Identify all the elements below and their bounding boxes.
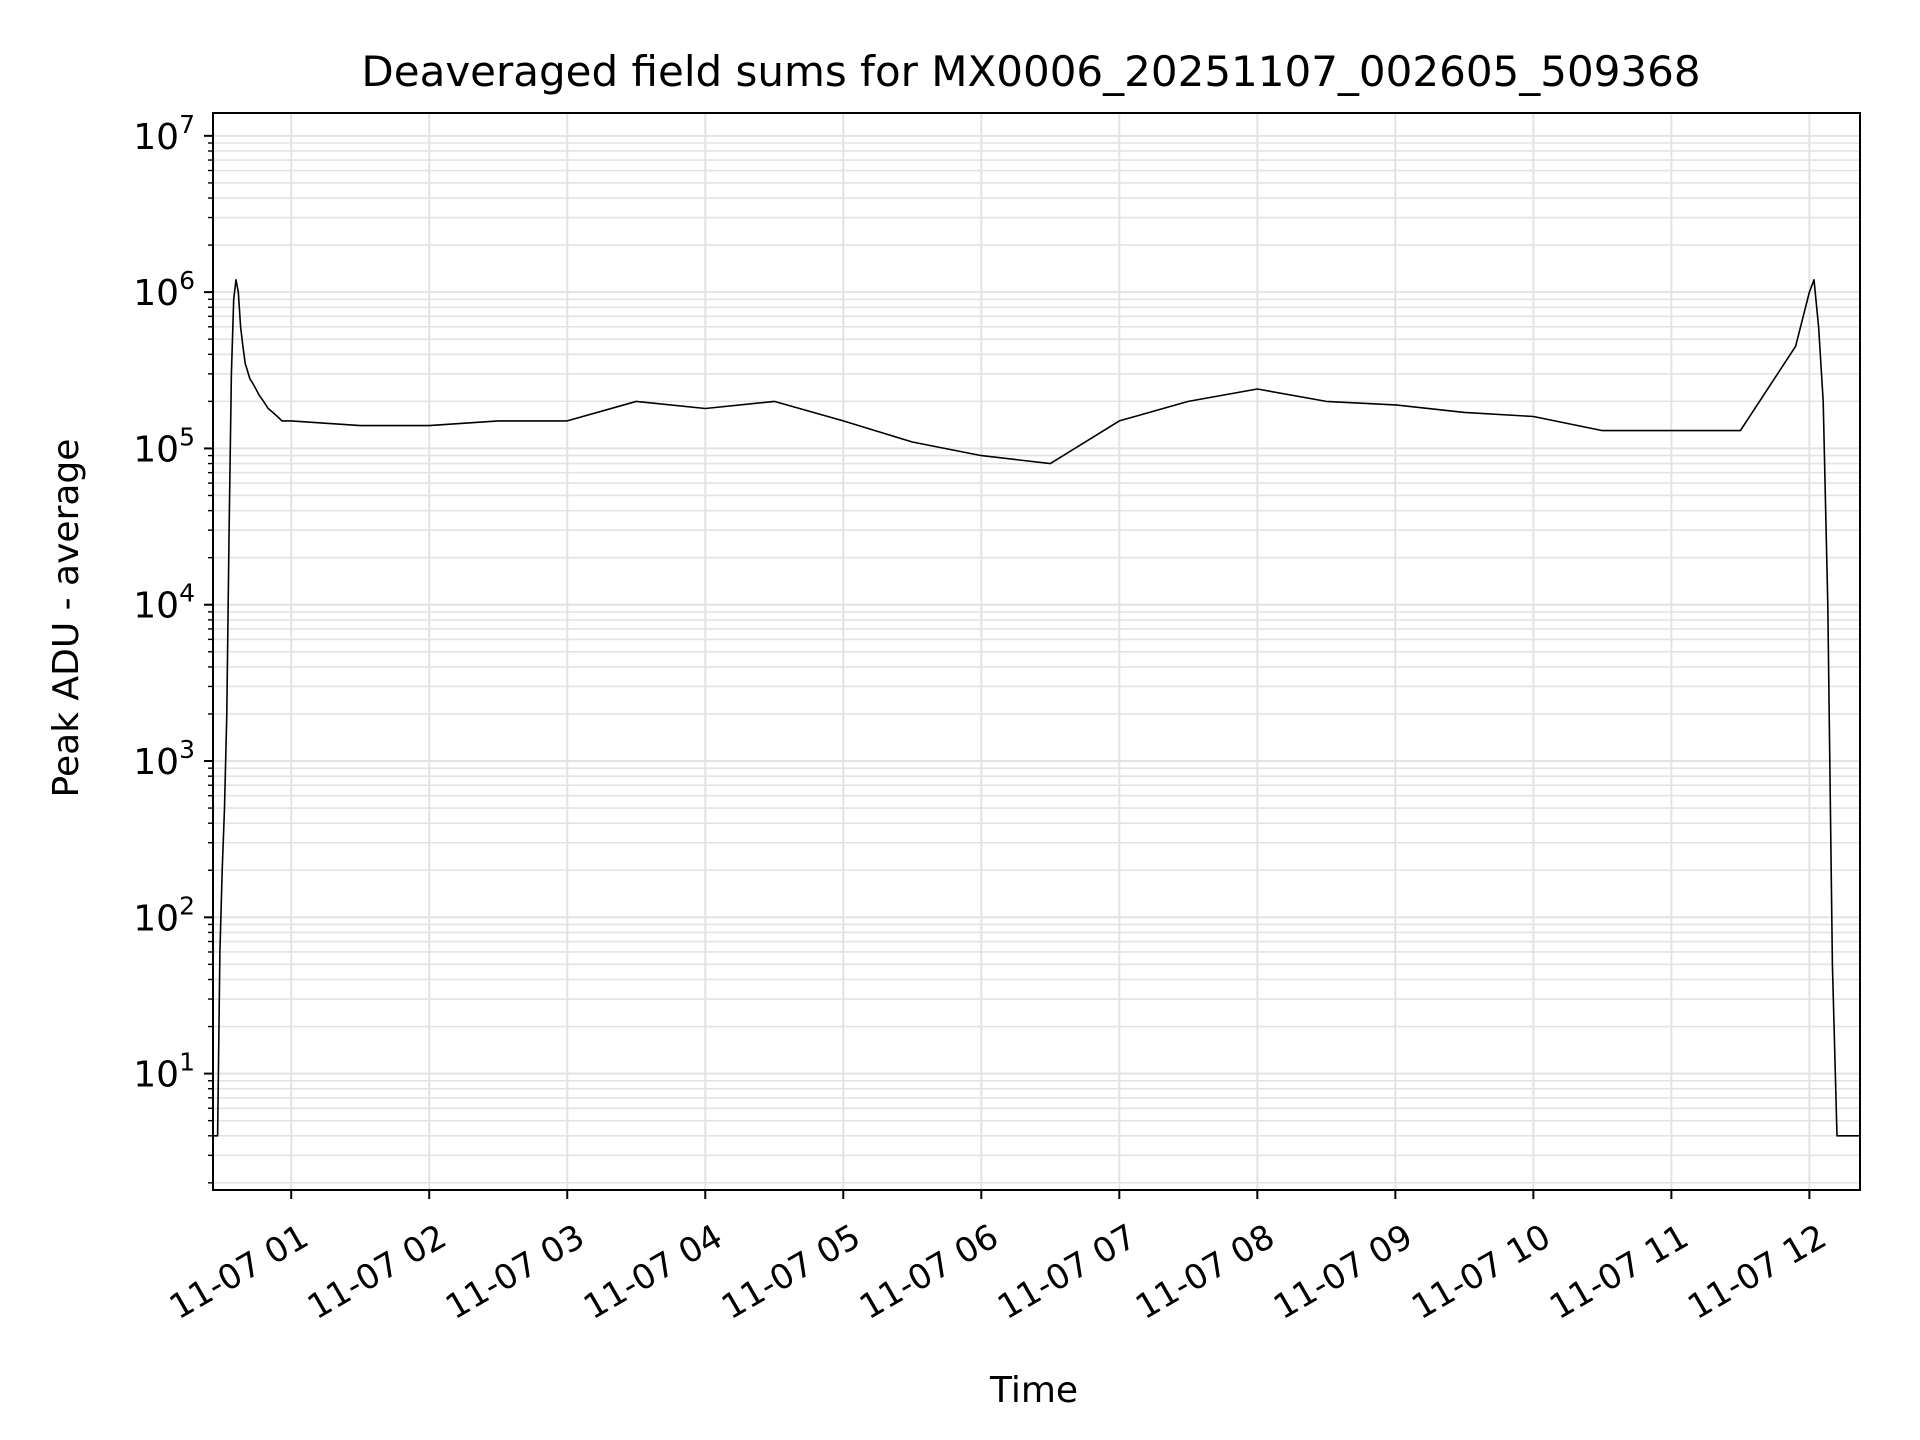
chart-title: Deaveraged field sums for MX0006_2025110… xyxy=(361,47,1700,96)
y-tick-label-base: 10 xyxy=(133,273,179,314)
y-tick-label-base: 10 xyxy=(133,898,179,939)
y-tick-label: 101 xyxy=(133,1048,195,1096)
y-tick-label-exponent: 2 xyxy=(179,891,195,920)
y-tick-label-base: 10 xyxy=(133,586,179,627)
y-tick-label-base: 10 xyxy=(133,429,179,470)
y-tick-label-base: 10 xyxy=(133,1055,179,1096)
data-layer xyxy=(213,279,1860,1137)
y-tick-label: 103 xyxy=(133,735,195,783)
grid-layer xyxy=(213,113,1860,1190)
y-tick-label-exponent: 6 xyxy=(179,266,195,295)
series-line-0 xyxy=(213,279,1860,1137)
y-tick-label: 106 xyxy=(133,266,195,314)
y-tick-label-exponent: 7 xyxy=(179,110,195,139)
y-tick-label: 102 xyxy=(133,891,195,939)
y-tick-label-exponent: 1 xyxy=(179,1048,195,1077)
y-tick-label-base: 10 xyxy=(133,742,179,783)
y-tick-label-exponent: 3 xyxy=(179,735,195,764)
y-tick-label: 107 xyxy=(133,110,195,158)
y-tick-label-exponent: 4 xyxy=(179,579,195,608)
x-axis-label: Time xyxy=(989,1370,1078,1411)
y-tick-label-exponent: 5 xyxy=(179,422,195,451)
y-tick-label: 105 xyxy=(133,422,195,470)
y-tick-label: 104 xyxy=(133,579,195,627)
y-tick-label-base: 10 xyxy=(133,117,179,158)
y-axis-label: Peak ADU - average xyxy=(46,439,87,798)
